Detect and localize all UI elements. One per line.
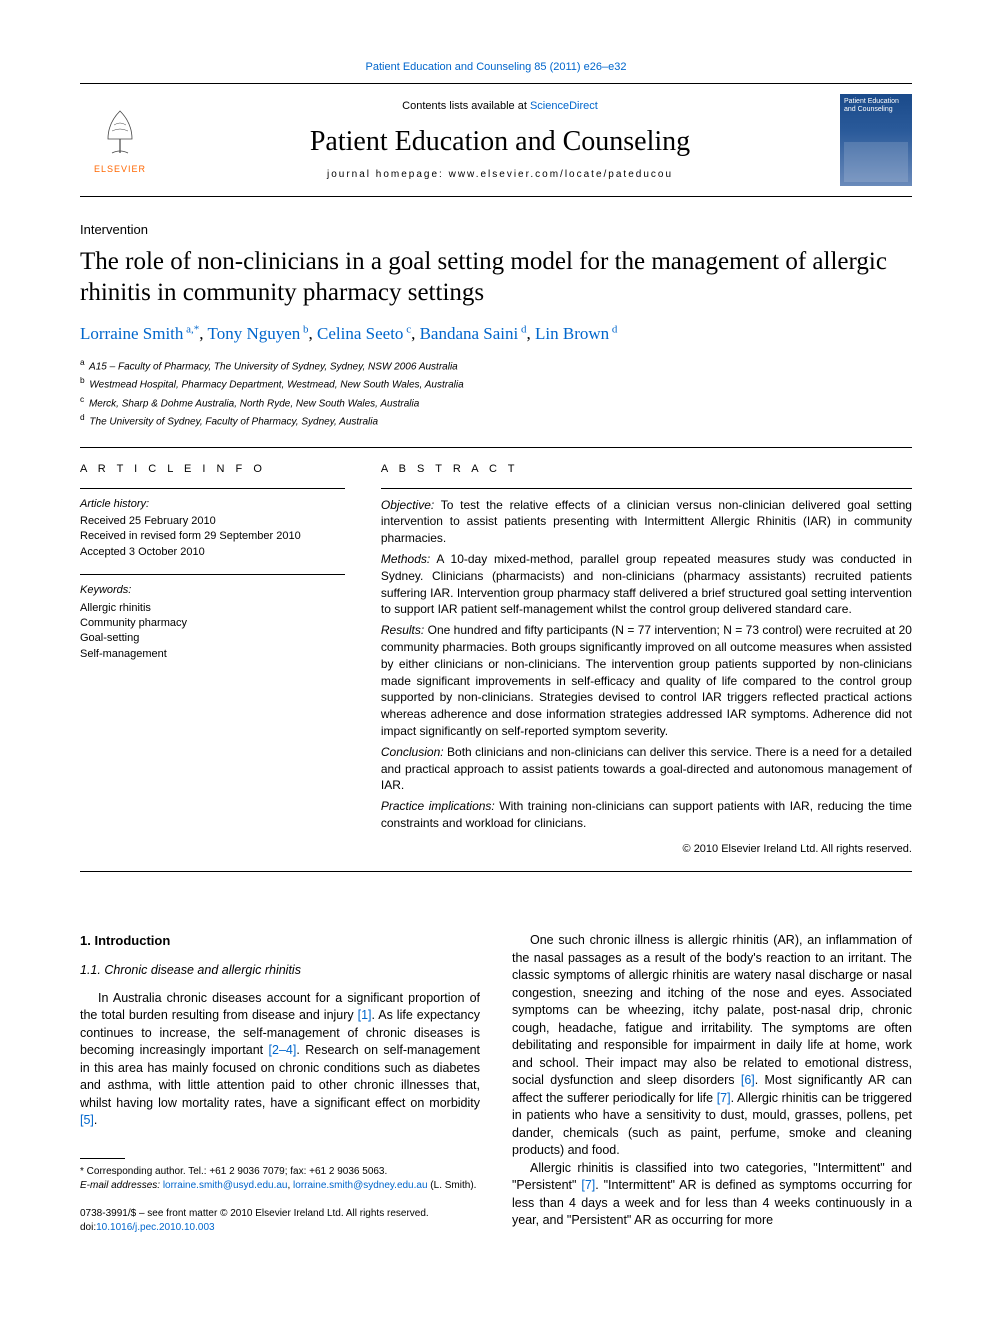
ref-link-1[interactable]: [1] xyxy=(358,1008,372,1022)
journal-header: ELSEVIER Contents lists available at Sci… xyxy=(80,83,912,197)
journal-citation: Patient Education and Counseling 85 (201… xyxy=(80,60,912,75)
article-section-label: Intervention xyxy=(80,221,912,239)
author-link[interactable]: Celina Seeto xyxy=(317,324,403,343)
abstract-objective: To test the relative effects of a clinic… xyxy=(381,498,912,546)
cover-title: Patient Education and Counseling xyxy=(844,98,908,113)
abstract-results-label: Results: xyxy=(381,623,424,637)
journal-name: Patient Education and Counseling xyxy=(160,122,840,161)
sciencedirect-link[interactable]: ScienceDirect xyxy=(530,100,598,112)
abstract-results: One hundred and fifty participants (N = … xyxy=(381,623,912,738)
ref-link-7[interactable]: [7] xyxy=(717,1091,731,1105)
history-line: Received 25 February 2010 xyxy=(80,514,345,529)
issn-line: 0738-3991/$ – see front matter © 2010 El… xyxy=(80,1207,480,1221)
contents-prefix: Contents lists available at xyxy=(402,100,530,112)
author-affil-sup: a,* xyxy=(183,323,199,335)
abstract-column: A B S T R A C T Objective: To test the r… xyxy=(363,448,912,871)
ref-link-7b[interactable]: [7] xyxy=(581,1178,595,1192)
history-line: Accepted 3 October 2010 xyxy=(80,545,345,560)
author-affil-sup: d xyxy=(518,323,526,335)
elsevier-wordmark: ELSEVIER xyxy=(94,163,146,176)
author-affil-sup: b xyxy=(300,323,308,335)
abstract-objective-label: Objective: xyxy=(381,498,434,512)
author-list: Lorraine Smith a,*, Tony Nguyen b, Celin… xyxy=(80,322,912,346)
author-affil-sup: c xyxy=(403,323,411,335)
journal-homepage: journal homepage: www.elsevier.com/locat… xyxy=(160,168,840,182)
abstract-methods: A 10-day mixed-method, parallel group re… xyxy=(381,552,912,616)
contents-available: Contents lists available at ScienceDirec… xyxy=(160,99,840,114)
email-tail: (L. Smith). xyxy=(428,1180,477,1191)
journal-citation-link[interactable]: Patient Education and Counseling 85 (201… xyxy=(366,61,627,73)
doi-prefix: doi: xyxy=(80,1222,96,1233)
corr-author-line: * Corresponding author. Tel.: +61 2 9036… xyxy=(80,1165,480,1179)
cover-image-placeholder xyxy=(844,142,908,182)
abstract-conclusion-label: Conclusion: xyxy=(381,745,444,759)
affiliation-line: d The University of Sydney, Faculty of P… xyxy=(80,411,912,429)
body-column-right: One such chronic illness is allergic rhi… xyxy=(512,932,912,1235)
author-link[interactable]: Tony Nguyen xyxy=(208,324,301,343)
affiliation-line: a A15 – Faculty of Pharmacy, The Univers… xyxy=(80,356,912,374)
section-1-1-heading: 1.1. Chronic disease and allergic rhinit… xyxy=(80,962,480,980)
author-link[interactable]: Lorraine Smith xyxy=(80,324,183,343)
email-label: E-mail addresses: xyxy=(80,1180,160,1191)
right-p1a: One such chronic illness is allergic rhi… xyxy=(512,933,912,1087)
abstract-methods-label: Methods: xyxy=(381,552,430,566)
ref-link-6[interactable]: [6] xyxy=(741,1073,755,1087)
elsevier-tree-icon xyxy=(92,105,148,161)
abstract-conclusion: Both clinicians and non-clinicians can d… xyxy=(381,745,912,793)
ref-link-2-4[interactable]: [2–4] xyxy=(269,1043,297,1057)
abstract-practice-label: Practice implications: xyxy=(381,799,495,813)
keyword-line: Goal-setting xyxy=(80,631,345,646)
keyword-line: Community pharmacy xyxy=(80,616,345,631)
affiliation-line: b Westmead Hospital, Pharmacy Department… xyxy=(80,374,912,392)
affiliations: a A15 – Faculty of Pharmacy, The Univers… xyxy=(80,356,912,429)
left-p1d: . xyxy=(94,1113,97,1127)
journal-cover-thumbnail: Patient Education and Counseling xyxy=(840,94,912,186)
article-info-heading: A R T I C L E I N F O xyxy=(80,462,345,477)
doi-link[interactable]: 10.1016/j.pec.2010.10.003 xyxy=(96,1222,214,1233)
article-title: The role of non-clinicians in a goal set… xyxy=(80,246,912,309)
keyword-line: Allergic rhinitis xyxy=(80,601,345,616)
abstract-copyright: © 2010 Elsevier Ireland Ltd. All rights … xyxy=(381,842,912,857)
history-line: Received in revised form 29 September 20… xyxy=(80,529,345,544)
ref-link-5[interactable]: [5] xyxy=(80,1113,94,1127)
author-link[interactable]: Bandana Saini xyxy=(420,324,519,343)
homepage-url: www.elsevier.com/locate/pateducou xyxy=(449,169,673,180)
email-link-2[interactable]: lorraine.smith@sydney.edu.au xyxy=(293,1180,427,1191)
corresponding-author-footnote: * Corresponding author. Tel.: +61 2 9036… xyxy=(80,1165,480,1193)
author-link[interactable]: Lin Brown xyxy=(535,324,609,343)
article-history-label: Article history: xyxy=(80,497,345,512)
section-1-heading: 1. Introduction xyxy=(80,932,480,950)
keyword-line: Self-management xyxy=(80,647,345,662)
article-info-column: A R T I C L E I N F O Article history: R… xyxy=(80,448,363,871)
email-link-1[interactable]: lorraine.smith@usyd.edu.au xyxy=(163,1180,288,1191)
author-affil-sup: d xyxy=(609,323,617,335)
homepage-prefix: journal homepage: xyxy=(327,169,449,180)
body-column-left: 1. Introduction 1.1. Chronic disease and… xyxy=(80,932,480,1235)
affiliation-line: c Merck, Sharp & Dohme Australia, North … xyxy=(80,393,912,411)
front-matter: 0738-3991/$ – see front matter © 2010 El… xyxy=(80,1207,480,1235)
elsevier-logo: ELSEVIER xyxy=(80,105,160,176)
keywords-label: Keywords: xyxy=(80,583,345,598)
abstract-heading: A B S T R A C T xyxy=(381,462,912,477)
